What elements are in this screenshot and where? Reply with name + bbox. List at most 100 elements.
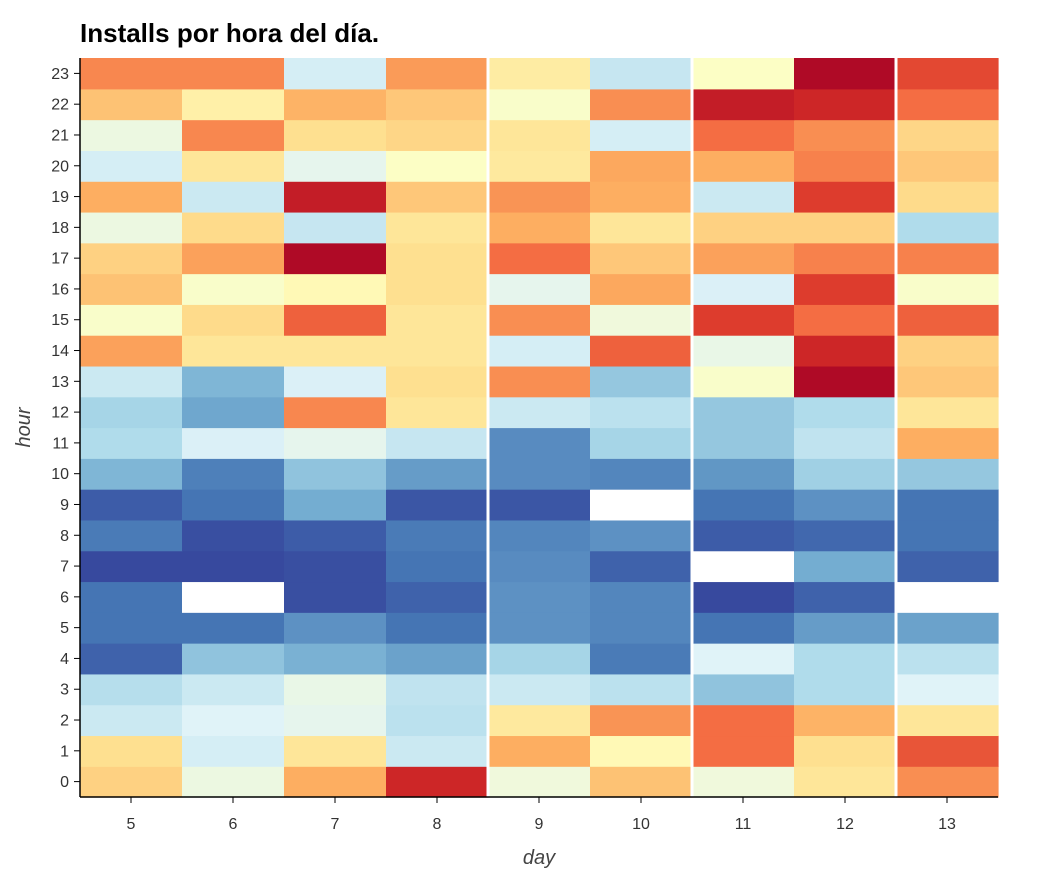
heatmap-cell-day-5-hour-0 (80, 766, 183, 798)
heatmap-cell-day-9-hour-21 (488, 119, 591, 151)
heatmap-cell-day-8-hour-4 (386, 643, 489, 675)
heatmap-cell-day-9-hour-11 (488, 427, 591, 459)
heatmap-cell-day-5-hour-1 (80, 735, 183, 767)
x-axis-ticks: 5 6 7 8 9 10 11 12 13 (127, 797, 956, 833)
heatmap-cell-day-6-hour-10 (182, 458, 285, 490)
heatmap-cell-day-13-hour-9 (896, 489, 999, 521)
heatmap-cell-day-13-hour-7 (896, 550, 999, 583)
heatmap-cell-day-12-hour-17 (794, 242, 897, 275)
heatmap-cell-day-8-hour-16 (386, 273, 489, 305)
heatmap-cell-day-9-hour-3 (488, 673, 591, 706)
heatmap-cell-day-11-hour-17 (692, 242, 795, 275)
heatmap-cell-day-8-hour-3 (386, 673, 489, 706)
heatmap-cell-day-6-hour-16 (182, 273, 285, 305)
heatmap-cell-day-13-hour-23 (896, 58, 999, 90)
heatmap-cell-day-7-hour-15 (284, 304, 387, 336)
heatmap-cell-day-10-hour-7 (590, 550, 693, 583)
heatmap-cell-day-8-hour-21 (386, 119, 489, 151)
heatmap-cell-day-10-hour-18 (590, 211, 693, 244)
y-tick-label: 14 (51, 343, 69, 360)
x-tick-label: 8 (433, 816, 442, 833)
x-tick-label: 13 (938, 816, 956, 833)
heatmap-cell-day-13-hour-2 (896, 704, 999, 737)
y-tick-label: 2 (60, 713, 69, 730)
heatmap-cell-day-7-hour-5 (284, 612, 387, 644)
heatmap-cell-day-9-hour-0 (488, 766, 591, 798)
heatmap-cell-day-5-hour-10 (80, 458, 183, 490)
heatmap-cell-day-8-hour-6 (386, 581, 489, 613)
heatmap-cell-day-5-hour-13 (80, 365, 183, 398)
heatmap-cell-day-11-hour-4 (692, 643, 795, 675)
heatmap-cell-day-6-hour-15 (182, 304, 285, 336)
heatmap-cell-day-8-hour-19 (386, 181, 489, 213)
heatmap-cell-day-7-hour-16 (284, 273, 387, 305)
heatmap-cell-day-12-hour-7 (794, 550, 897, 583)
heatmap-cell-day-5-hour-23 (80, 58, 183, 90)
heatmap-cell-day-10-hour-2 (590, 704, 693, 737)
heatmap-cell-day-13-hour-12 (896, 396, 999, 429)
heatmap-cell-day-10-hour-23 (590, 58, 693, 90)
heatmap-cell-day-10-hour-10 (590, 458, 693, 490)
heatmap-cell-day-9-hour-16 (488, 273, 591, 305)
heatmap-cell-day-13-hour-17 (896, 242, 999, 275)
heatmap-cell-day-6-hour-9 (182, 489, 285, 521)
x-axis-label: day (523, 847, 556, 869)
y-tick-label: 5 (60, 620, 69, 637)
heatmap-cell-day-10-hour-21 (590, 119, 693, 151)
heatmap-cell-day-11-hour-20 (692, 150, 795, 182)
heatmap-cell-day-6-hour-14 (182, 335, 285, 367)
heatmap-cell-day-12-hour-15 (794, 304, 897, 336)
heatmap-cell-day-8-hour-9 (386, 489, 489, 521)
heatmap-cell-day-6-hour-11 (182, 427, 285, 459)
heatmap-cell-day-8-hour-1 (386, 735, 489, 767)
heatmap-cell-day-12-hour-8 (794, 519, 897, 552)
heatmap-cell-day-5-hour-5 (80, 612, 183, 644)
y-tick-label: 9 (60, 497, 69, 514)
heatmap-cell-day-11-hour-16 (692, 273, 795, 305)
heatmap-cell-day-8-hour-0 (386, 766, 489, 798)
heatmap-cell-day-7-hour-12 (284, 396, 387, 429)
heatmap-cell-day-12-hour-21 (794, 119, 897, 151)
heatmap-cell-day-10-hour-16 (590, 273, 693, 305)
heatmap-cell-day-5-hour-20 (80, 150, 183, 182)
heatmap-cell-day-7-hour-21 (284, 119, 387, 151)
heatmap-cell-day-10-hour-5 (590, 612, 693, 644)
y-tick-label: 1 (60, 743, 69, 760)
heatmap-cell-day-7-hour-7 (284, 550, 387, 583)
heatmap-cell-day-7-hour-18 (284, 211, 387, 244)
heatmap-cell-day-8-hour-7 (386, 550, 489, 583)
heatmap-cell-day-13-hour-6 (896, 581, 999, 613)
y-tick-label: 17 (51, 251, 69, 268)
heatmap-cell-day-10-hour-12 (590, 396, 693, 429)
heatmap-cell-day-11-hour-8 (692, 519, 795, 552)
y-tick-label: 20 (51, 158, 69, 175)
heatmap-cell-day-5-hour-19 (80, 181, 183, 213)
heatmap-cell-day-9-hour-23 (488, 58, 591, 90)
heatmap-cell-day-9-hour-19 (488, 181, 591, 213)
heatmap-cell-day-9-hour-15 (488, 304, 591, 336)
heatmap-cell-day-7-hour-17 (284, 242, 387, 275)
x-tick-label: 10 (632, 816, 650, 833)
heatmap-cell-day-7-hour-20 (284, 150, 387, 182)
x-tick-label: 11 (735, 816, 752, 833)
heatmap-cell-day-6-hour-8 (182, 519, 285, 552)
heatmap-cell-day-9-hour-17 (488, 242, 591, 275)
heatmap-cell-day-13-hour-4 (896, 643, 999, 675)
heatmap-cell-day-8-hour-11 (386, 427, 489, 459)
chart-title: Installs por hora del día. (80, 18, 380, 48)
heatmap-cell-day-7-hour-6 (284, 581, 387, 613)
heatmap-cell-day-8-hour-2 (386, 704, 489, 737)
y-tick-label: 6 (60, 589, 69, 606)
heatmap-cell-day-11-hour-11 (692, 427, 795, 459)
heatmap-cell-day-13-hour-16 (896, 273, 999, 305)
y-axis-label: hour (13, 406, 35, 447)
heatmap-cell-day-5-hour-3 (80, 673, 183, 706)
heatmap-cell-day-13-hour-22 (896, 88, 999, 121)
heatmap-cell-day-6-hour-3 (182, 673, 285, 706)
heatmap-cell-day-7-hour-8 (284, 519, 387, 552)
heatmap-cell-day-6-hour-4 (182, 643, 285, 675)
heatmap-cell-day-9-hour-12 (488, 396, 591, 429)
heatmap-cell-day-5-hour-9 (80, 489, 183, 521)
heatmap-cell-day-11-hour-7 (692, 550, 795, 583)
